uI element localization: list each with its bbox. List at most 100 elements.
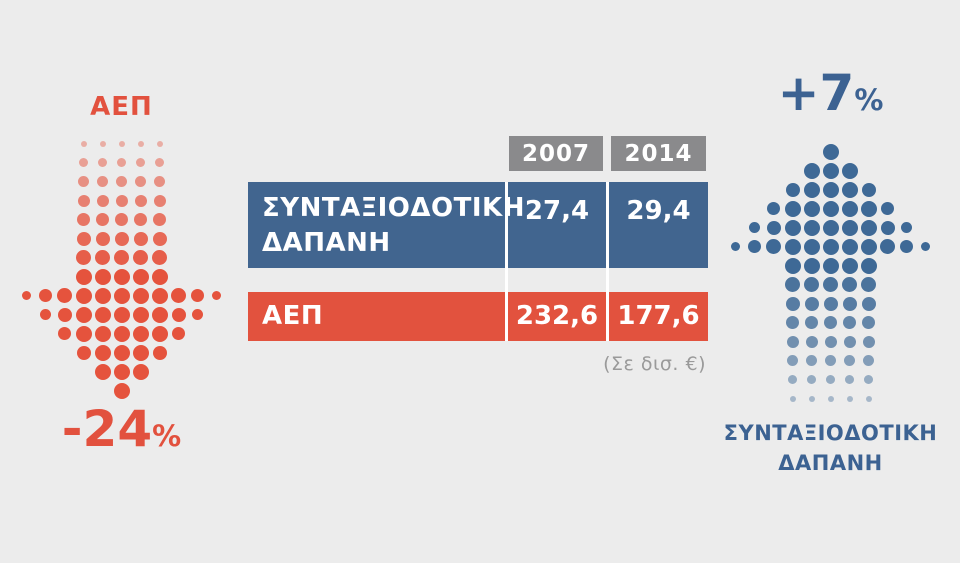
- arrow-dot: [94, 344, 111, 361]
- arrow-dot: [132, 268, 149, 285]
- arrow-dot: [822, 238, 839, 255]
- arrow-dot: [860, 219, 877, 236]
- dot-cell: [821, 332, 840, 351]
- dot-cell: [878, 237, 897, 256]
- arrow-dot: [99, 140, 106, 147]
- arrow-dot: [861, 277, 876, 292]
- dot-cell: [131, 229, 150, 248]
- arrow-dot: [803, 238, 820, 255]
- dot-cell: [821, 389, 840, 408]
- dot-cell: [74, 305, 93, 324]
- dot-cell: [74, 210, 93, 229]
- dot-row: [74, 134, 169, 153]
- arrow-dot: [77, 194, 90, 207]
- dot-row: [783, 275, 878, 294]
- arrow-dot: [95, 231, 110, 246]
- dot-cell: [93, 305, 112, 324]
- arrow-dot: [171, 288, 186, 303]
- dot-cell: [131, 267, 150, 286]
- dot-cell: [802, 275, 821, 294]
- dot-cell: [150, 286, 169, 305]
- arrow-dot: [731, 242, 740, 251]
- arrow-dot: [94, 306, 111, 323]
- dot-cell: [112, 362, 131, 381]
- dot-cell: [859, 180, 878, 199]
- arrow-dot: [57, 307, 72, 322]
- dot-cell: [783, 218, 802, 237]
- pension-value-2007: 27,4: [524, 196, 590, 226]
- arrow-dot: [785, 296, 800, 311]
- dot-cell: [74, 153, 93, 172]
- arrow-dot: [114, 231, 129, 246]
- dot-cell: [93, 362, 112, 381]
- dot-cell: [783, 389, 802, 408]
- arrow-dot: [134, 194, 147, 207]
- arrow-dot: [803, 257, 820, 274]
- arrow-dot: [171, 307, 186, 322]
- gdp-down-arrow-icon: [17, 134, 226, 400]
- arrow-dot: [881, 202, 894, 215]
- gdp-value-2007: 232,6: [515, 301, 599, 331]
- pension-percent-change: +7%: [778, 64, 884, 134]
- dot-cell: [897, 218, 916, 237]
- dot-cell: [840, 199, 859, 218]
- arrow-dot: [784, 200, 801, 217]
- dot-cell: [169, 324, 188, 343]
- dot-cell: [93, 343, 112, 362]
- arrow-dot: [841, 257, 858, 274]
- dot-cell: [112, 286, 131, 305]
- dot-cell: [783, 294, 802, 313]
- dot-cell: [802, 180, 821, 199]
- dot-cell: [821, 275, 840, 294]
- dot-cell: [207, 286, 226, 305]
- dot-cell: [131, 305, 150, 324]
- dot-cell: [74, 172, 93, 191]
- dot-cell: [916, 237, 935, 256]
- dot-cell: [112, 229, 131, 248]
- arrow-dot: [841, 162, 858, 179]
- dot-cell: [802, 237, 821, 256]
- arrow-dot: [212, 291, 221, 300]
- arrow-dot: [132, 287, 149, 304]
- dot-cell: [859, 275, 878, 294]
- arrow-dot: [78, 176, 89, 187]
- dot-row: [783, 180, 878, 199]
- arrow-dot: [77, 213, 90, 226]
- arrow-dot: [75, 306, 92, 323]
- arrow-dot: [862, 335, 875, 348]
- dot-row: [74, 229, 169, 248]
- dot-cell: [840, 218, 859, 237]
- dot-cell: [112, 343, 131, 362]
- arrow-dot: [75, 268, 92, 285]
- arrow-dot: [805, 316, 818, 329]
- dot-cell: [726, 237, 745, 256]
- pension-percent-sign: %: [854, 83, 884, 117]
- dot-row: [17, 286, 226, 305]
- dot-cell: [74, 286, 93, 305]
- gdp-percent-change: -24%: [62, 400, 181, 470]
- arrow-dot: [95, 250, 110, 265]
- arrow-dot: [76, 231, 91, 246]
- dot-cell: [131, 362, 150, 381]
- dot-cell: [169, 305, 188, 324]
- arrow-dot: [863, 355, 874, 366]
- dot-cell: [764, 218, 783, 237]
- dot-cell: [93, 210, 112, 229]
- arrow-dot: [79, 158, 88, 167]
- arrow-dot: [75, 287, 92, 304]
- arrow-dot: [155, 158, 164, 167]
- arrow-dot: [40, 309, 51, 320]
- arrow-dot: [132, 344, 149, 361]
- dot-cell: [859, 256, 878, 275]
- pension-row-label: ΣΥΝΤΑΞΙΟΔΟΤΙΚΗ ΔΑΠΑΝΗ: [262, 191, 525, 261]
- arrow-dot: [113, 325, 130, 342]
- arrow-dot: [94, 287, 111, 304]
- arrow-dot: [39, 289, 52, 302]
- table-row-gdp: ΑΕΠ 232,6 177,6: [248, 292, 708, 341]
- dot-cell: [112, 267, 131, 286]
- dot-cell: [783, 237, 802, 256]
- arrow-dot: [113, 268, 130, 285]
- dot-cell: [150, 267, 169, 286]
- dot-cell: [112, 324, 131, 343]
